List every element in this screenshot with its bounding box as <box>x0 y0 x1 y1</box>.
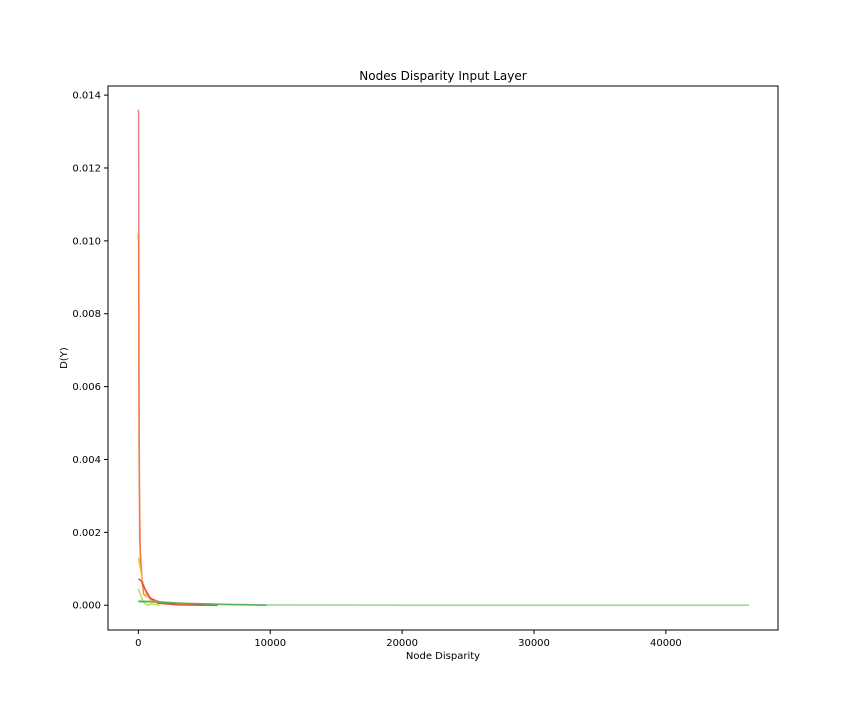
y-tick-label: 0.008 <box>72 309 101 320</box>
x-tick-label: 30000 <box>518 638 550 649</box>
y-tick-label: 0.006 <box>72 382 101 393</box>
y-tick-label: 0.010 <box>72 236 101 247</box>
x-tick-label: 20000 <box>386 638 418 649</box>
y-tick-label: 0.004 <box>72 455 101 466</box>
y-tick-label: 0.014 <box>72 91 101 102</box>
y-tick-label: 0.000 <box>72 601 101 612</box>
plot-frame <box>107 85 779 631</box>
y-axis-label: D(Y) <box>59 347 70 369</box>
series-layer <box>137 109 749 607</box>
y-axis: 0.000 0.002 0.004 0.006 0.008 0.010 0.012 0.014 <box>72 91 108 612</box>
series-line-4 <box>137 578 218 606</box>
y-tick-label: 0.012 <box>72 163 101 174</box>
series-line-2 <box>137 233 205 606</box>
x-axis: 0 10000 20000 30000 40000 <box>135 630 682 649</box>
series-line-7 <box>138 600 267 606</box>
x-axis-label: Node Disparity <box>406 651 480 662</box>
series-line-1 <box>137 109 218 606</box>
x-tick-label: 10000 <box>254 638 286 649</box>
series-line-5 <box>137 588 160 607</box>
chart-title: Nodes Disparity Input Layer <box>359 69 526 83</box>
x-tick-label: 0 <box>135 638 141 649</box>
x-tick-label: 40000 <box>650 638 682 649</box>
y-tick-label: 0.002 <box>72 528 101 539</box>
